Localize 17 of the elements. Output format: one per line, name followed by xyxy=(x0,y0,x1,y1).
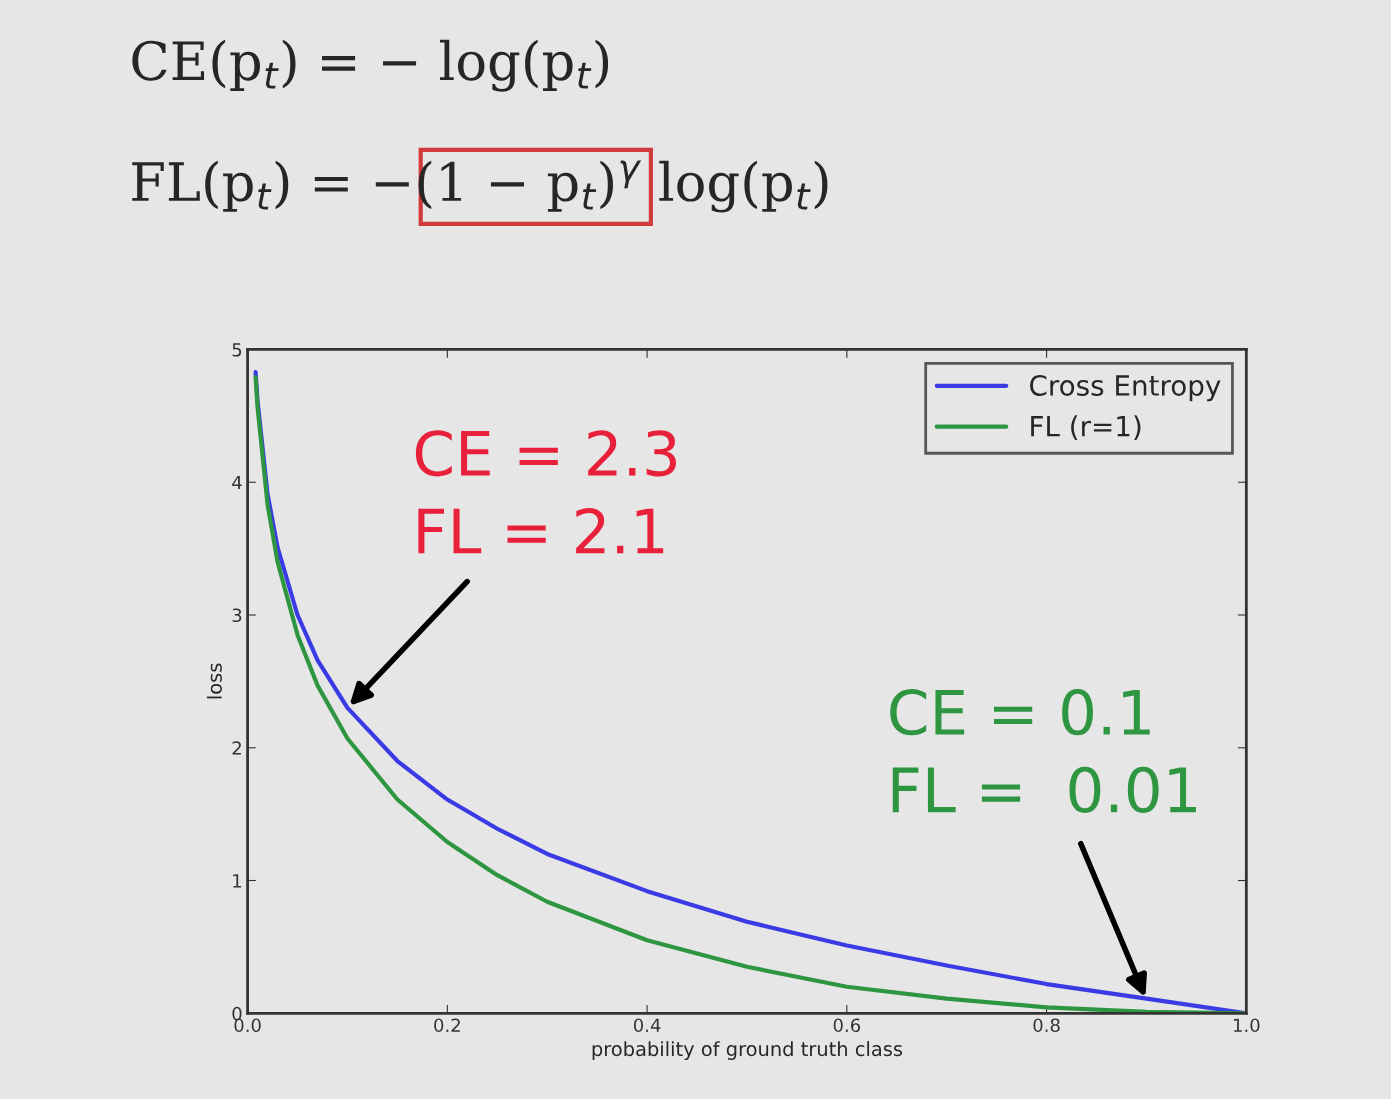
x-axis-title: probability of ground truth class xyxy=(592,1041,903,1060)
annotation: CE = 2.3 FL = 2.1 xyxy=(415,430,677,554)
x-tick-label: 0.2 xyxy=(434,1018,460,1033)
x-tick-label: 1.0 xyxy=(1233,1018,1260,1033)
y-tick-label: 2 xyxy=(232,741,241,755)
x-tick-label: 0.6 xyxy=(833,1018,861,1033)
text: CE(p$_{t}$) = − log(p$_{t}$) xyxy=(132,39,609,92)
legend-label: FL (r=1) xyxy=(1031,415,1141,441)
legend-label: Cross Entropy xyxy=(1030,374,1221,402)
x-tick-label: 0.8 xyxy=(1033,1018,1060,1033)
y-tick-label: 3 xyxy=(232,608,242,623)
y-tick-label: 4 xyxy=(232,475,242,490)
y-axis-title: loss xyxy=(206,663,222,699)
x-tick-label: 0.4 xyxy=(633,1018,661,1033)
y-tick-label: 5 xyxy=(232,343,242,357)
y-tick-label: 1 xyxy=(233,874,242,888)
annotation: CE = 0.1 FL = 0.01 xyxy=(890,689,1196,814)
